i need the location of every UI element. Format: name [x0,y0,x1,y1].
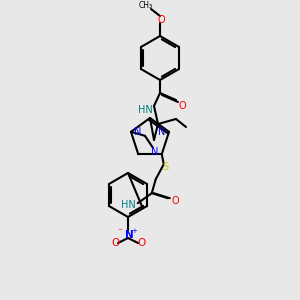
Text: N: N [158,127,166,137]
Text: N: N [124,230,134,240]
Text: N: N [151,147,158,157]
Text: N: N [134,127,142,137]
Text: O: O [137,238,145,248]
Text: S: S [163,162,169,172]
Text: ⁻: ⁻ [117,227,123,237]
Text: CH₃: CH₃ [139,2,153,10]
Text: O: O [178,101,186,111]
Text: +: + [131,228,137,234]
Text: O: O [111,238,119,248]
Text: HN: HN [138,105,152,115]
Text: HN: HN [122,200,136,210]
Text: O: O [157,15,165,25]
Text: O: O [172,196,180,206]
